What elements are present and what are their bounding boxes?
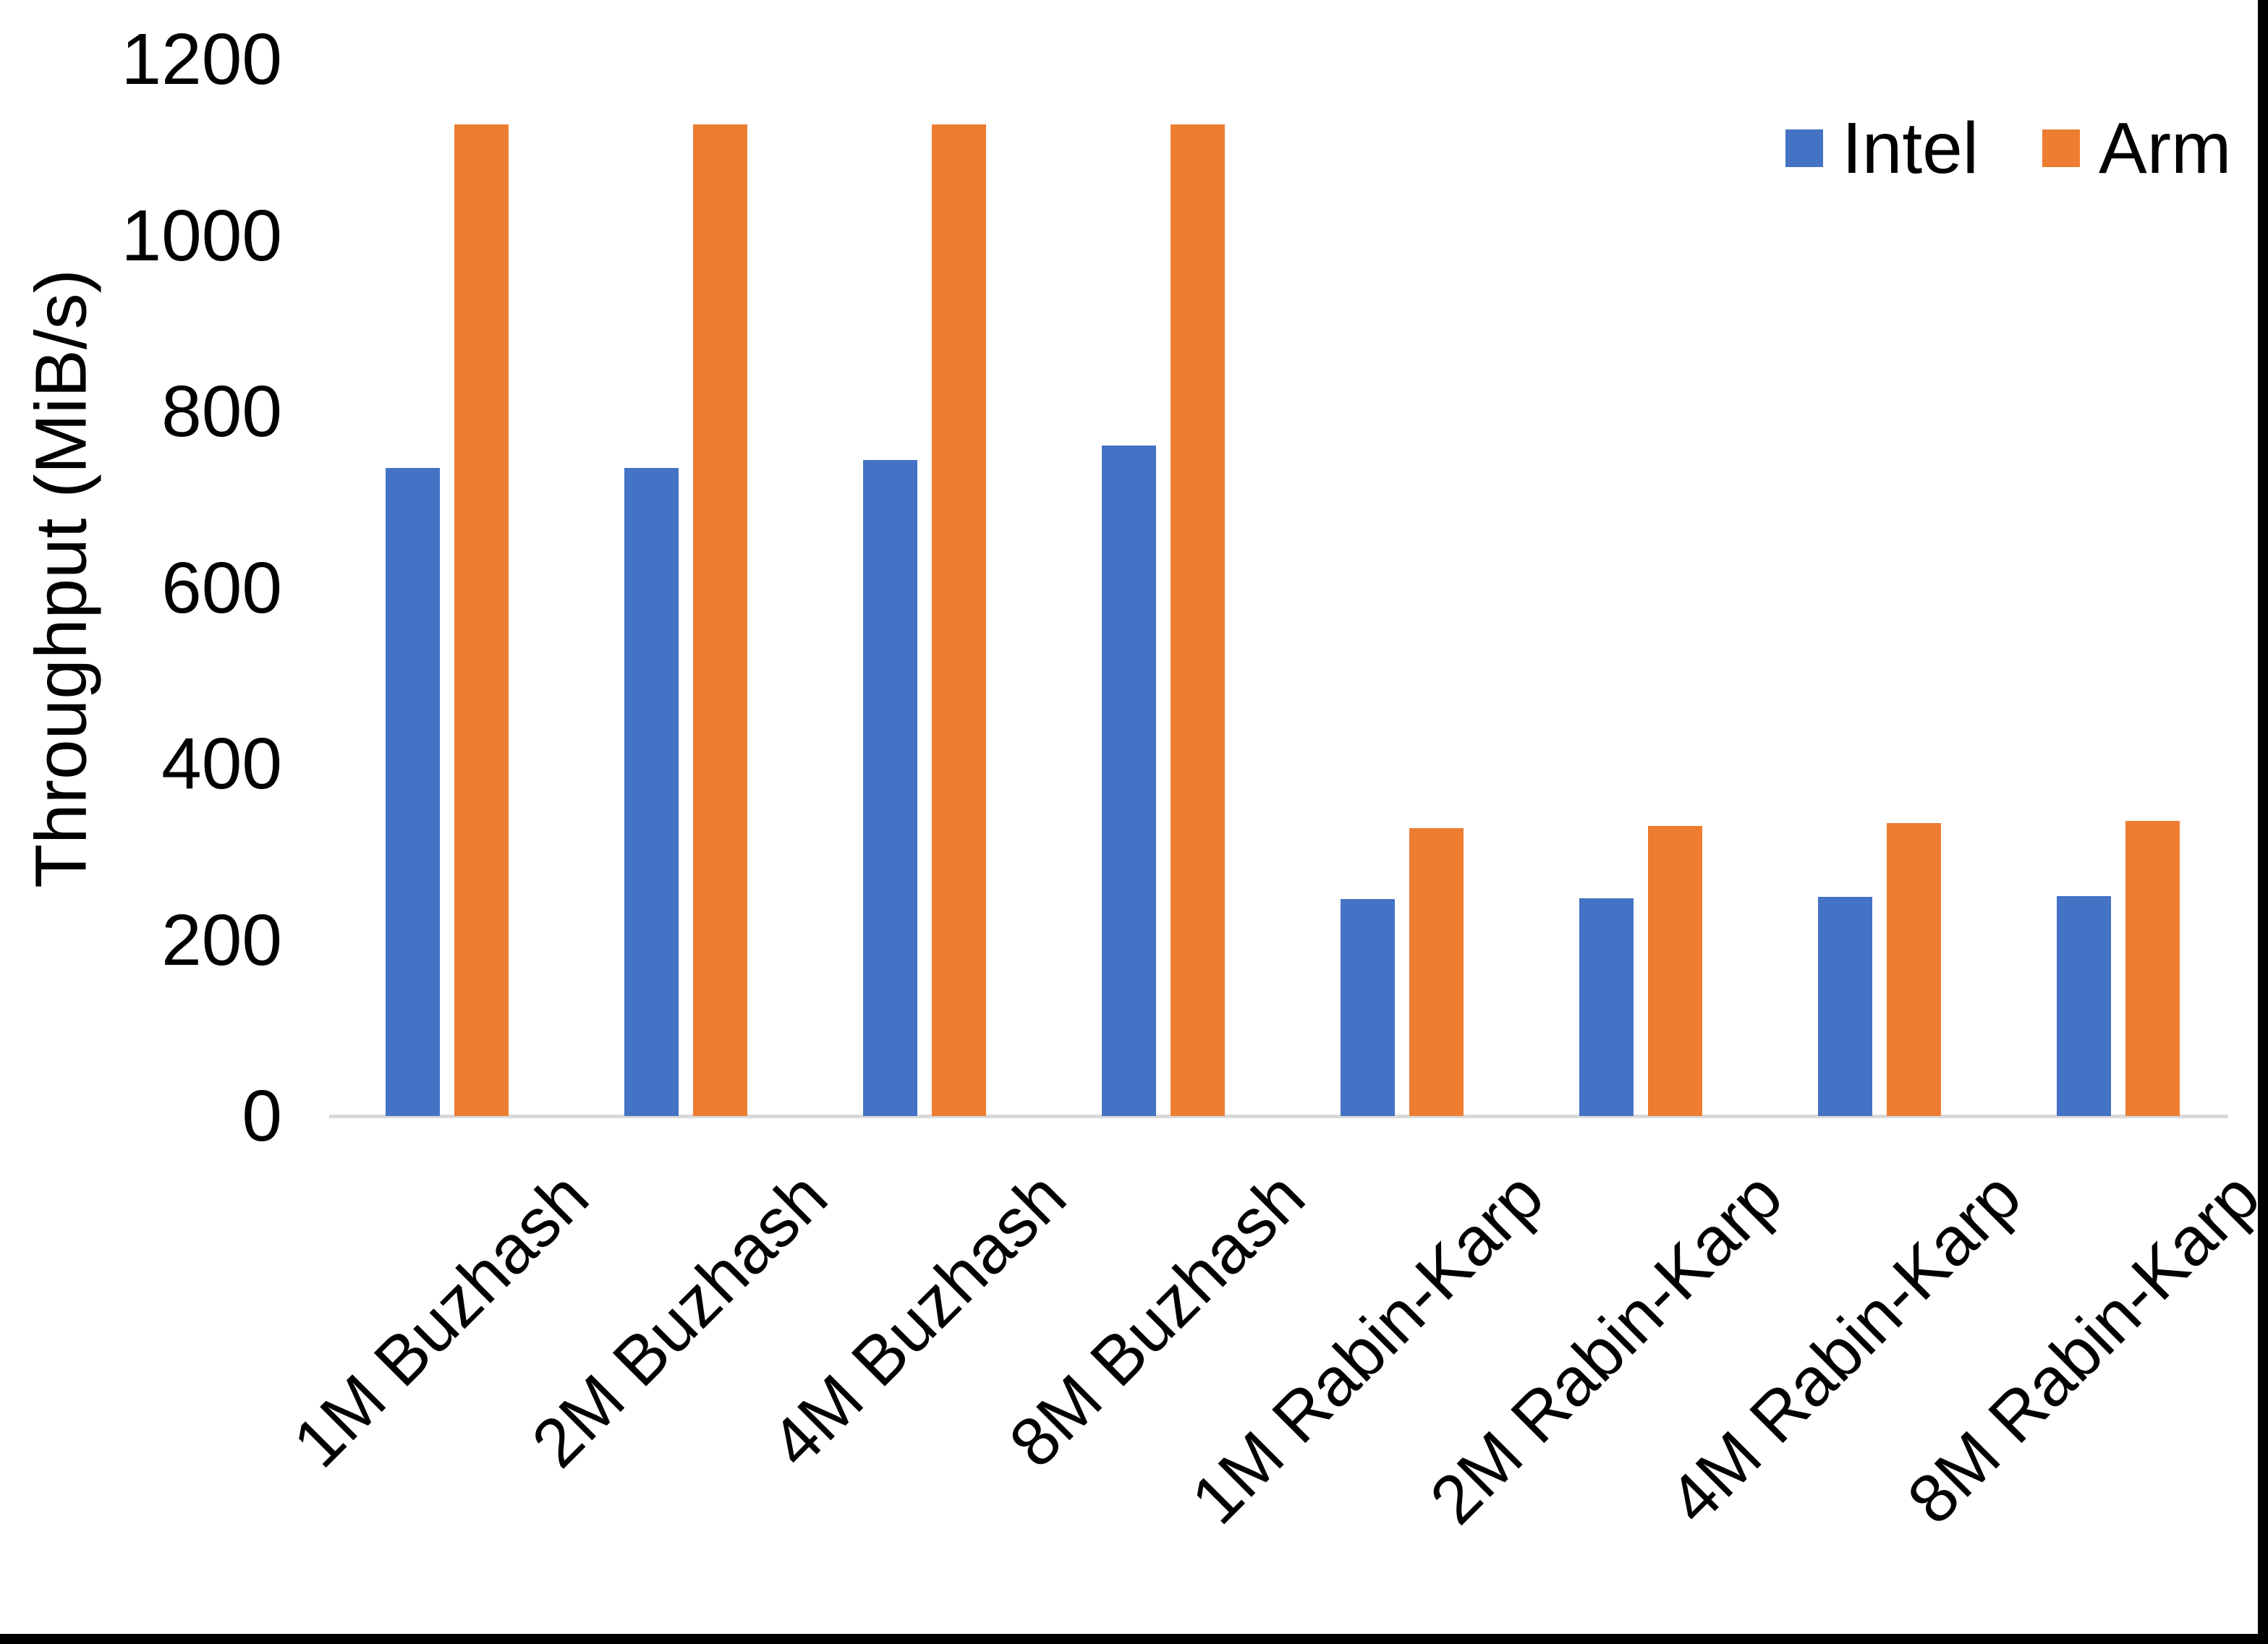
y-tick-label: 1000 [121,195,282,276]
legend-item-intel: Intel [1785,107,1979,189]
y-tick-label: 400 [161,723,282,804]
y-tick-label: 600 [161,547,282,629]
legend-swatch-intel [1785,129,1823,167]
y-tick-label: 200 [161,899,282,981]
bar-intel-4 [1102,446,1156,1116]
bar-intel-2 [624,468,679,1116]
bar-intel-3 [863,460,917,1116]
bar-arm-1 [454,124,509,1116]
bar-intel-6 [1579,898,1634,1116]
legend-item-arm: Arm [2042,107,2232,189]
bar-arm-2 [693,124,747,1116]
legend: Intel Arm [1785,108,2231,188]
bar-intel-5 [1341,899,1395,1116]
bar-arm-3 [932,124,986,1116]
y-tick-label: 800 [161,371,282,452]
y-tick-label: 0 [242,1076,282,1157]
y-tick-label: 1200 [121,19,282,100]
bar-intel-1 [386,468,440,1116]
bar-arm-7 [1887,823,1941,1116]
legend-label-arm: Arm [2099,107,2232,189]
bar-intel-7 [1818,897,1872,1116]
bar-arm-4 [1171,124,1225,1116]
x-axis-line [329,1115,2228,1118]
legend-swatch-arm [2042,129,2081,167]
bar-arm-5 [1409,828,1464,1116]
bar-arm-8 [2125,821,2180,1116]
bar-intel-8 [2057,896,2111,1116]
legend-label-intel: Intel [1842,107,1979,189]
bar-arm-6 [1648,826,1702,1116]
